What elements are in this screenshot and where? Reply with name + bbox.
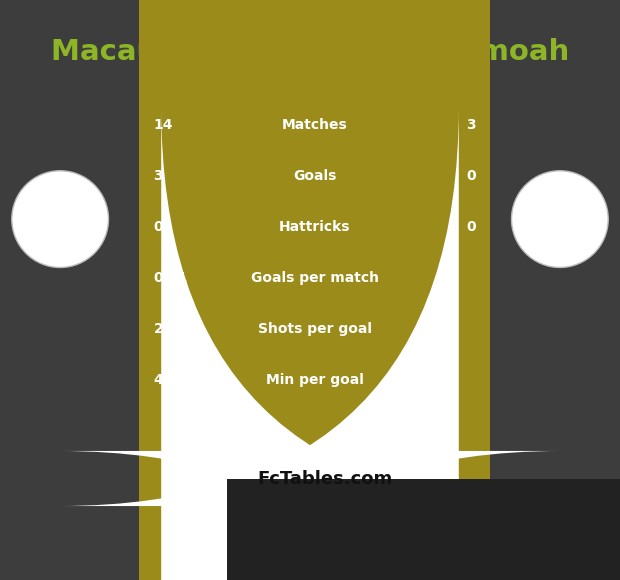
FancyBboxPatch shape	[59, 106, 561, 580]
Text: 12 february 2025: 12 february 2025	[246, 534, 374, 547]
Text: 3: 3	[466, 118, 476, 132]
Bar	[227, 478, 620, 580]
Text: 3: 3	[154, 169, 163, 183]
Text: 2.33: 2.33	[154, 322, 188, 336]
Text: Hattricks: Hattricks	[279, 220, 350, 234]
Text: 0: 0	[466, 220, 476, 234]
Text: 14: 14	[154, 118, 173, 132]
Text: 496: 496	[154, 373, 182, 387]
Circle shape	[12, 171, 108, 267]
Text: Goals per match: Goals per match	[250, 271, 379, 285]
Text: Min per goal: Min per goal	[266, 373, 363, 387]
Text: Club competitions, Season 2024/2025: Club competitions, Season 2024/2025	[183, 72, 437, 85]
Text: 0: 0	[154, 220, 163, 234]
Text: Shots per goal: Shots per goal	[258, 322, 371, 336]
Text: 0: 0	[466, 169, 476, 183]
Text: 0.21: 0.21	[154, 271, 188, 285]
Text: FcTables.com: FcTables.com	[257, 469, 392, 488]
Circle shape	[512, 171, 608, 267]
Text: Macauley Southam vs Asamoah: Macauley Southam vs Asamoah	[51, 38, 569, 66]
Text: Matches: Matches	[281, 118, 348, 132]
Text: Goals: Goals	[293, 169, 336, 183]
